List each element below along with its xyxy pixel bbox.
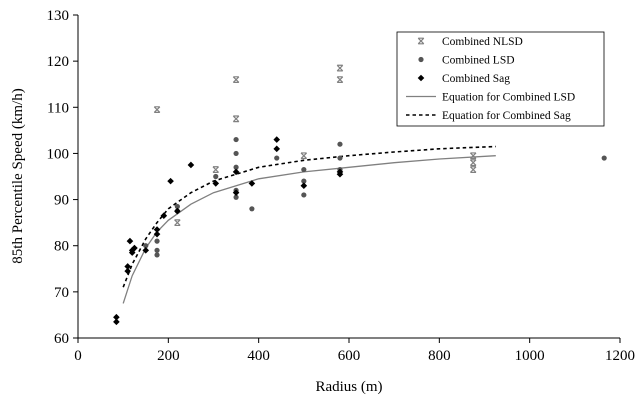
data-point-combined-nlsd [212,166,219,173]
data-point-combined-lsd [301,166,307,173]
data-point-combined-lsd [143,243,149,249]
legend: Combined NLSD Combined LSD Combined Sag Equ… [396,31,605,127]
data-point-combined-lsd [233,164,239,170]
data-point-combined-lsd [174,203,180,210]
data-point-combined-sag [153,226,161,233]
data-point-combined-nlsd [469,166,477,173]
data-point-combined-sag [153,230,161,238]
data-point-combined-sag [187,161,195,169]
data-point-combined-sag [124,263,131,270]
x-tick-label: 1000 [515,348,545,364]
x-tick-label: 200 [157,348,180,364]
data-point-combined-lsd [274,155,280,161]
y-axis-ticks: 60 70 80 90 100 110 120 130 [47,8,78,347]
legend-label-combined-sag: Combined Sag [442,73,510,85]
x-tick-label: 400 [247,348,270,364]
legend-marker-combined-lsd [418,56,424,63]
data-point-combined-lsd [249,206,255,212]
data-point-combined-sag [113,318,120,326]
data-point-combined-lsd [337,141,343,147]
legend-label-equation-for-combined-sag: Equation for Combined Sag [442,110,571,122]
data-point-combined-lsd [601,155,607,161]
data-point-combined-lsd [301,178,307,184]
data-point-combined-nlsd [469,159,477,167]
x-axis-ticks: 0 200 400 600 800 1000 1200 [74,338,635,364]
x-tick-label: 0 [74,348,82,364]
y-tick-label: 70 [54,285,69,301]
data-point-combined-lsd [233,150,239,157]
data-point-combined-sag [128,249,136,256]
legend-box [396,31,605,127]
data-point-combined-sag [113,313,120,321]
data-point-combined-nlsd [232,115,240,123]
y-tick-label: 130 [47,8,70,24]
data-point-combined-sag [273,136,281,143]
x-axis-title: Radius (m) [315,379,382,395]
y-tick-label: 100 [47,146,70,162]
data-point-combined-nlsd [336,76,344,83]
data-point-combined-lsd [301,192,307,198]
curve-combined-lsd [122,155,496,304]
data-point-combined-sag [232,168,240,176]
data-point-combined-sag [124,267,131,275]
x-tick-label: 600 [338,348,361,364]
legend-label-combined-nlsd: Combined NLSD [442,36,523,48]
x-tick-label: 800 [428,348,451,364]
data-point-combined-nlsd [300,152,308,160]
data-point-combined-sag [232,189,240,196]
curve-combined-sag [122,145,496,288]
y-tick-label: 60 [54,331,69,347]
data-point-combined-lsd [154,252,160,258]
data-point-combined-sag [174,207,181,215]
legend-label-equation-for-combined-lsd: Equation for Combined LSD [442,92,575,104]
legend-items: Combined NLSD Combined LSD Combined Sag Equ… [406,36,575,122]
data-point-combined-sag [142,247,150,254]
x-tick-label: 1200 [605,348,635,364]
legend-marker-combined-sag [417,74,425,82]
data-points [113,64,607,326]
data-point-combined-sag [300,182,308,190]
data-point-combined-sag [131,244,138,252]
data-point-combined-sag [126,237,134,245]
data-point-combined-nlsd [153,106,161,113]
y-tick-label: 110 [47,100,69,116]
y-tick-label: 120 [47,54,70,70]
data-point-combined-sag [212,180,220,187]
data-point-combined-nlsd [232,76,240,83]
y-tick-label: 90 [54,193,69,209]
data-point-combined-sag [160,212,168,220]
y-tick-label: 80 [54,239,69,255]
data-point-combined-lsd [233,136,239,143]
data-point-combined-nlsd [174,219,181,227]
data-point-combined-sag [248,180,256,187]
data-point-combined-lsd [154,247,160,253]
data-point-combined-lsd [337,155,343,161]
legend-marker-combined-nlsd [417,37,425,45]
y-axis-title: 85th Percentile Speed (km/h) [10,88,26,263]
data-point-combined-sag [336,170,344,178]
data-point-combined-lsd [233,194,239,200]
data-point-combined-nlsd [469,152,477,160]
data-point-combined-nlsd [336,64,344,72]
data-point-combined-lsd [213,173,219,180]
legend-label-combined-lsd: Combined LSD [442,55,515,67]
data-point-combined-lsd [154,238,160,244]
data-point-combined-sag [273,145,281,153]
data-point-combined-sag [167,177,174,185]
